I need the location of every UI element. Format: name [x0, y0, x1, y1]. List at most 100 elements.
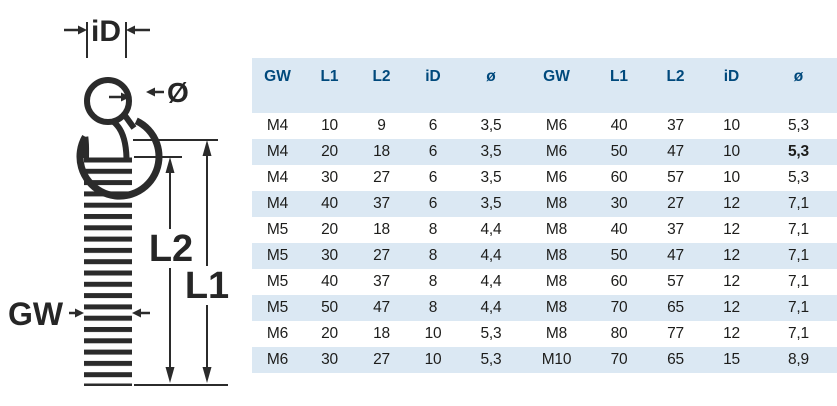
table-cell: 10	[424, 351, 442, 368]
table-cell: 15	[723, 351, 740, 368]
table-cell: 8	[428, 247, 438, 264]
table-cell: 6	[428, 169, 438, 186]
table-cell: M5	[266, 247, 289, 264]
table-cell: M8	[545, 195, 568, 212]
l1-arrow-up-icon	[202, 140, 212, 156]
table-cell: 65	[667, 351, 684, 368]
table-body: M4 10 9 6 3,5 M6 40 37 10 5,3 M4 20 18 6 3,5 M6 50 47 10 5,…	[252, 113, 837, 373]
table-cell: 8	[428, 273, 438, 290]
table-cell: 5,3	[480, 351, 502, 368]
table-cell: 3,5	[480, 143, 502, 160]
table-cell: 40	[610, 117, 628, 134]
table-cell: 12	[723, 195, 740, 212]
table-cell: M6	[545, 143, 568, 160]
table-cell: 5,3	[788, 169, 809, 186]
l1-arrow-down-icon	[202, 367, 212, 383]
table-cell: M5	[266, 273, 289, 290]
table-cell: 10	[723, 169, 740, 186]
table-cell: 27	[373, 169, 390, 186]
table-cell: 47	[667, 143, 684, 160]
id-arrow-left-icon	[78, 25, 87, 35]
table-cell: 40	[610, 221, 628, 238]
table-cell: 80	[610, 325, 628, 342]
column-header: ø	[486, 68, 496, 85]
table-cell: 77	[667, 325, 684, 342]
table-cell: 4,4	[480, 247, 502, 264]
table-cell: 37	[373, 195, 390, 212]
table-row: M5 40 37 8 4,4 M8 60 57 12 7,1	[252, 269, 837, 295]
table-cell: 7,1	[788, 299, 809, 316]
table-cell: 10	[723, 143, 740, 160]
table-cell: M4	[266, 143, 289, 160]
table-cell: 3,5	[480, 195, 502, 212]
table-cell: 7,1	[788, 247, 809, 264]
table-cell: 27	[373, 247, 390, 264]
table-cell: 5,3	[788, 117, 809, 134]
id-label: iD	[91, 15, 121, 48]
table-cell: 27	[667, 195, 684, 212]
l2-arrow-down-icon	[165, 367, 175, 383]
column-header: GW	[264, 68, 291, 85]
column-header: GW	[543, 68, 570, 85]
dia-label: Ø	[167, 77, 189, 108]
table-cell: 20	[321, 325, 338, 342]
table-cell: M8	[545, 325, 568, 342]
table-row: M4 20 18 6 3,5 M6 50 47 10 5,3	[252, 139, 837, 165]
l2-label: L2	[149, 228, 193, 270]
gw-arrow-right-icon	[132, 308, 141, 318]
table-cell: M6	[266, 325, 289, 342]
table-cell: 60	[610, 273, 628, 290]
table-cell: M8	[545, 273, 568, 290]
table-cell: 70	[610, 351, 628, 368]
table-cell: 70	[610, 299, 628, 316]
table-cell: 4,4	[480, 299, 502, 316]
eye-bolt-diagram: iD Ø L2 L1 GW	[8, 15, 229, 386]
table-cell: 8	[428, 221, 438, 238]
dia-arrow-outer-icon	[146, 87, 155, 97]
table-cell: 7,1	[788, 221, 809, 238]
table-cell: 60	[610, 169, 628, 186]
table-cell: 3,5	[480, 117, 502, 134]
table-cell: M8	[545, 247, 568, 264]
table-cell: 12	[723, 221, 740, 238]
table-cell: 47	[667, 247, 684, 264]
table-cell: 30	[610, 195, 628, 212]
gw-label: GW	[8, 296, 64, 332]
table-cell: 3,5	[480, 169, 502, 186]
table-cell: 20	[321, 143, 338, 160]
table-cell: 4,4	[480, 221, 502, 238]
table-cell: 12	[723, 273, 740, 290]
column-header: L1	[609, 68, 629, 85]
table-cell: 12	[723, 325, 740, 342]
table-cell: 37	[373, 273, 390, 290]
table-cell: 7,1	[788, 273, 809, 290]
table-cell: 6	[428, 195, 438, 212]
table-cell: 27	[373, 351, 390, 368]
table-cell: M5	[266, 299, 289, 316]
neck-right	[111, 119, 130, 159]
table-cell: 30	[321, 169, 338, 186]
table-cell: M4	[266, 169, 289, 186]
table-cell: 8,9	[788, 351, 809, 368]
table-cell: 5,3	[788, 143, 809, 160]
column-header: L2	[666, 68, 685, 85]
table-cell: 10	[424, 325, 442, 342]
table-cell: M10	[541, 351, 572, 368]
column-header: ø	[793, 68, 804, 85]
table-cell: M6	[545, 117, 568, 134]
spec-table: GW L1 L2 iD ø GW L1 L2 iD ø M4 10 9 6 3,5 M6 40 37 10 5,3 M…	[252, 58, 837, 373]
table-cell: 10	[321, 117, 338, 134]
table-row: M4 10 9 6 3,5 M6 40 37 10 5,3	[252, 113, 837, 139]
threaded-shank	[84, 157, 132, 386]
table-cell: 37	[667, 221, 684, 238]
id-arrow-right-icon	[126, 25, 135, 35]
table-cell: 20	[321, 221, 338, 238]
table-cell: M8	[545, 299, 568, 316]
table-cell: 40	[321, 273, 338, 290]
table-cell: M6	[266, 351, 289, 368]
dia-arrow-inner-icon	[121, 92, 130, 102]
table-cell: 18	[373, 221, 390, 238]
table-cell: M6	[545, 169, 568, 186]
table-row: M5 30 27 8 4,4 M8 50 47 12 7,1	[252, 243, 837, 269]
